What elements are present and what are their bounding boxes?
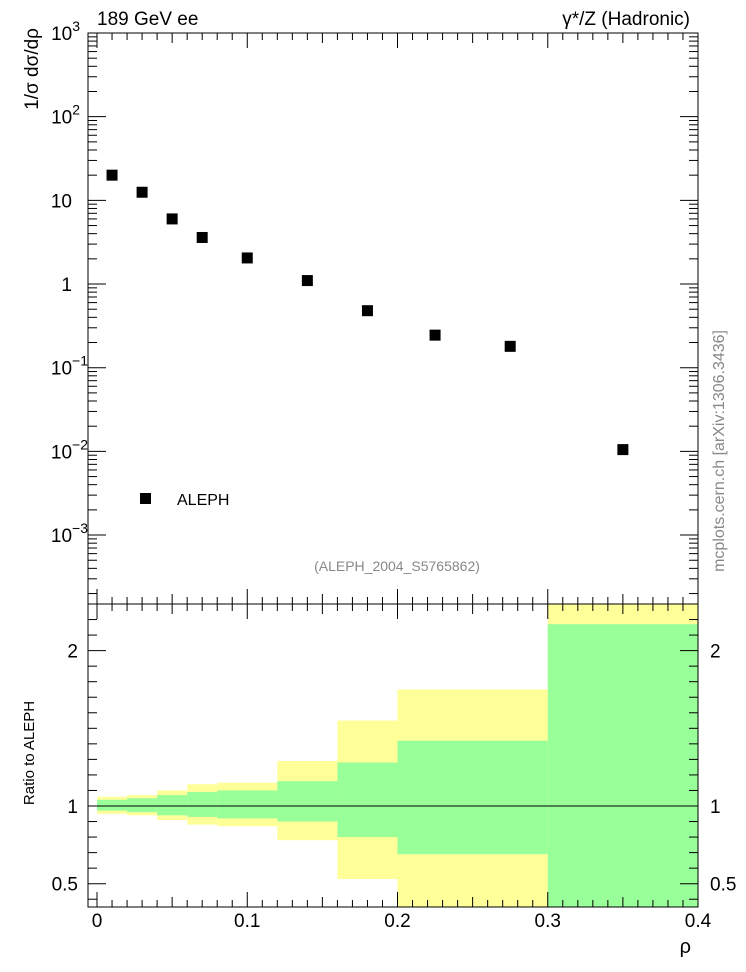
data-point xyxy=(241,252,253,264)
ratio-inner-bin xyxy=(127,798,158,813)
main-y-axis-label: 1/σ dσ/dρ xyxy=(22,28,43,110)
x-tick-label: 0.4 xyxy=(685,911,712,932)
main-y-tick-label: 103 xyxy=(51,18,80,45)
data-point xyxy=(106,169,118,181)
x-tick-label: 0.2 xyxy=(384,911,410,932)
chart-title-right: γ*/Z (Hadronic) xyxy=(562,9,690,30)
x-tick-label: 0.3 xyxy=(535,911,561,932)
ratio-y-tick-label-right: 1 xyxy=(710,797,721,818)
ratio-inner-bin xyxy=(217,790,278,819)
ratio-inner-bin xyxy=(97,799,128,811)
main-y-tick-label: 10−2 xyxy=(51,436,88,463)
data-point xyxy=(504,340,516,352)
data-point xyxy=(166,213,178,225)
ratio-y-tick-label: 1 xyxy=(67,797,78,818)
ratio-y-axis-label: Ratio to ALEPH xyxy=(21,701,38,805)
ratio-y-tick-labels: 0.5 0.5 1 1 2 2 xyxy=(52,642,737,896)
ratio-inner-bin xyxy=(397,740,548,855)
data-point xyxy=(136,186,148,198)
chart-title-left: 189 GeV ee xyxy=(97,9,198,30)
ratio-y-tick-label-right: 2 xyxy=(710,642,721,663)
x-tick-label: 0.1 xyxy=(234,911,260,932)
ratio-inner-band xyxy=(97,624,698,907)
legend-label-aleph: ALEPH xyxy=(177,492,229,509)
main-y-tick-label: 10−1 xyxy=(51,353,88,380)
legend-marker-aleph xyxy=(140,493,151,504)
data-point xyxy=(617,444,629,456)
ratio-inner-bin xyxy=(157,795,188,816)
analysis-label: (ALEPH_2004_S5765862) xyxy=(314,558,480,574)
data-point xyxy=(361,305,373,317)
main-axis-ticks xyxy=(88,33,699,604)
ratio-inner-bin xyxy=(277,781,338,822)
main-y-tick-label: 10 xyxy=(51,191,72,212)
data-point xyxy=(429,329,441,341)
ratio-axis-ticks xyxy=(88,604,699,907)
x-axis-label: ρ xyxy=(680,936,691,958)
x-tick-label: 0 xyxy=(92,911,103,932)
main-y-tick-label: 1 xyxy=(61,275,72,296)
ratio-inner-bin xyxy=(337,762,398,838)
ratio-y-tick-label: 0.5 xyxy=(52,875,78,896)
ratio-plot-frame xyxy=(87,603,699,908)
main-y-tick-label: 10−3 xyxy=(51,520,88,547)
side-source-label: mcplots.cern.ch [arXiv:1306.3436] xyxy=(711,330,728,572)
ratio-inner-bin xyxy=(187,792,218,817)
ratio-y-tick-label-right: 0.5 xyxy=(710,875,736,896)
main-plot-frame xyxy=(87,32,699,605)
main-y-tick-labels: 10−3 10−2 10−1 1 10 102 103 xyxy=(51,18,88,547)
ratio-x-tick-labels: 0 0.1 0.2 0.3 0.4 xyxy=(92,911,712,932)
ratio-inner-bin xyxy=(547,624,698,907)
data-point xyxy=(196,231,208,243)
main-data-points xyxy=(106,169,629,456)
ratio-y-tick-label: 2 xyxy=(67,642,78,663)
data-point xyxy=(301,275,313,287)
main-y-tick-label: 102 xyxy=(51,102,80,129)
